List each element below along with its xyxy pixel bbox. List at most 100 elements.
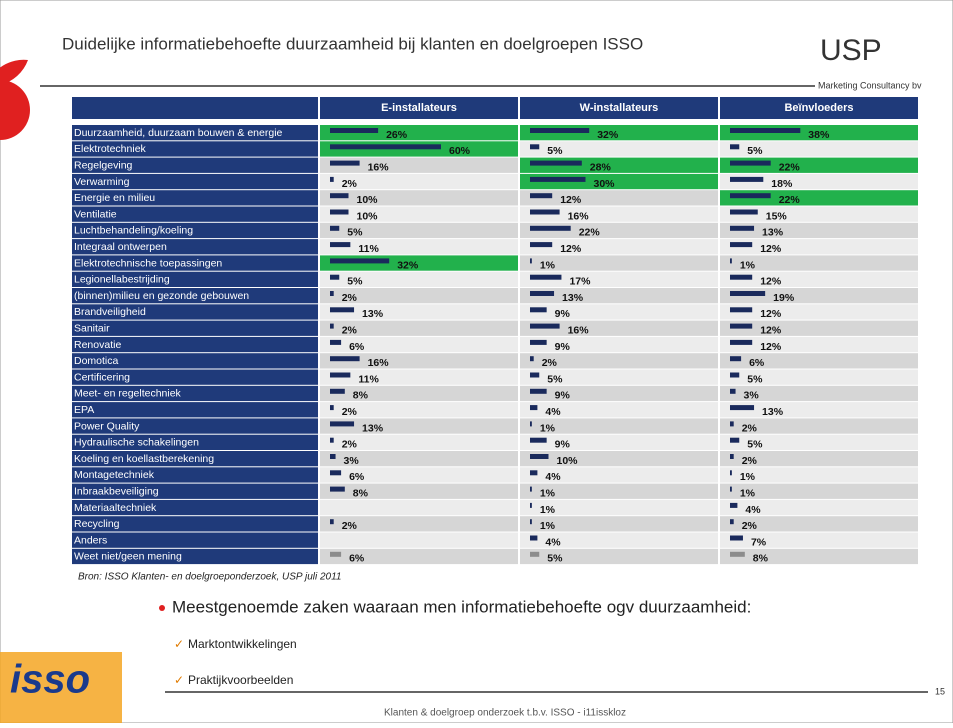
cell (320, 288, 518, 304)
category-cell (72, 222, 318, 239)
value-label: 18% (771, 178, 793, 190)
category-label: Anders (74, 534, 107, 546)
bar (730, 291, 766, 296)
value-label: 13% (562, 292, 584, 304)
value-label: 4% (545, 536, 561, 548)
value-label: 2% (542, 357, 558, 369)
category-cell (72, 434, 318, 450)
cell (720, 304, 918, 320)
bar (330, 291, 334, 296)
check-icon: ✓ (174, 673, 184, 687)
cell (520, 255, 718, 271)
value-label: 6% (349, 471, 365, 483)
bar (530, 225, 571, 231)
value-label: 9% (555, 390, 571, 402)
category-label: Energie en milieu (74, 192, 155, 204)
category-label: Integraal ontwerpen (74, 241, 167, 253)
value-label: 12% (560, 194, 582, 206)
check-item: Praktijkvoorbeelden (188, 673, 293, 687)
category-cell (72, 255, 318, 271)
bar (730, 339, 753, 345)
cell (320, 239, 518, 255)
value-label: 6% (349, 553, 365, 565)
value-label: 12% (760, 308, 782, 320)
cell (320, 467, 518, 483)
cell (720, 467, 918, 483)
value-label: 13% (362, 308, 384, 320)
value-label: 10% (357, 210, 379, 222)
value-label: 3% (344, 455, 360, 467)
check-item: Marktontwikkelingen (188, 637, 297, 651)
cell (320, 434, 518, 450)
column-header: W-installateurs (580, 102, 659, 114)
bar (730, 242, 753, 248)
value-label: 60% (449, 145, 471, 157)
cell (520, 418, 718, 434)
category-cell (72, 239, 318, 255)
value-label: 32% (397, 259, 419, 271)
value-label: 8% (353, 390, 369, 402)
value-label: 16% (368, 357, 390, 369)
category-label: Inbraakbeveiliging (74, 486, 159, 498)
cell (320, 532, 518, 548)
value-label: 15% (766, 210, 788, 222)
bar (330, 160, 360, 166)
bar (530, 486, 532, 492)
category-cell (72, 516, 318, 532)
bar (730, 437, 740, 443)
bar (330, 372, 351, 378)
value-label: 1% (540, 504, 556, 516)
value-label: 9% (555, 439, 571, 451)
bar (330, 519, 334, 525)
bar (330, 486, 345, 492)
bar (530, 176, 586, 182)
cell (720, 548, 918, 565)
value-label: 1% (740, 488, 756, 500)
cell (320, 353, 518, 369)
red-circle (0, 80, 30, 140)
category-cell (72, 271, 318, 287)
bar (730, 454, 734, 459)
value-label: 13% (762, 227, 784, 239)
bar (330, 274, 340, 280)
bar (330, 225, 340, 231)
bar (530, 144, 540, 150)
category-cell (72, 157, 318, 173)
value-label: 12% (760, 341, 782, 353)
bar (330, 307, 355, 313)
bar (530, 323, 560, 329)
footer: Klanten & doelgroep onderzoek t.b.v. ISS… (384, 708, 626, 719)
cell (720, 173, 918, 190)
category-label: Hydraulische schakelingen (74, 437, 199, 449)
value-label: 13% (762, 406, 784, 418)
value-label: 3% (744, 390, 760, 402)
bar (330, 176, 334, 182)
cell (320, 271, 518, 287)
bullet-dot (159, 605, 165, 611)
cell (720, 206, 918, 222)
cell (520, 141, 718, 157)
category-label: Montagetechniek (74, 469, 155, 481)
header-cell (320, 97, 518, 119)
value-label: 16% (568, 325, 590, 337)
cell (520, 532, 718, 548)
cell (520, 353, 718, 369)
bullet: Meestgenoemde zaken waaraan men informat… (172, 597, 751, 616)
cell (520, 434, 718, 450)
cell (720, 255, 918, 271)
page-number: 15 (935, 686, 945, 696)
cell (520, 402, 718, 418)
bar (530, 502, 532, 508)
bar (330, 258, 390, 264)
bar (730, 258, 732, 264)
bar (730, 388, 736, 394)
category-label: EPA (74, 404, 94, 416)
category-label: Materiaaltechniek (74, 502, 157, 514)
value-label: 6% (349, 341, 365, 353)
category-label: Verwarming (74, 176, 130, 188)
bar (330, 144, 441, 150)
bar (530, 372, 540, 378)
check-icon: ✓ (174, 637, 184, 651)
bar (330, 421, 355, 427)
bar (330, 454, 336, 459)
